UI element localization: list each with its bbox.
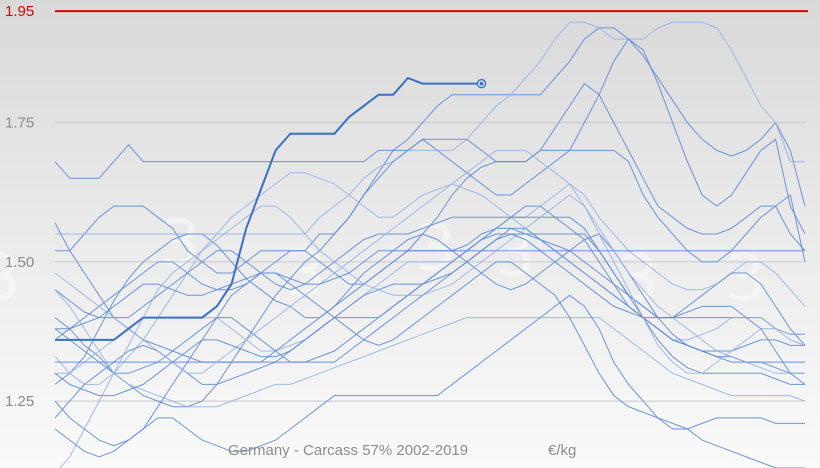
y-tick-labels: 1.25 1.50 1.75	[5, 115, 34, 411]
series-line-14	[59, 194, 805, 468]
series-line-15	[54, 294, 805, 452]
highlighted-series	[55, 76, 487, 341]
y-tick-label-2: 1.75	[5, 115, 34, 132]
series-line-16	[54, 261, 805, 468]
series-line-18	[54, 233, 806, 397]
chart-unit: €/kg	[548, 442, 576, 459]
y-tick-label-0: 1.25	[5, 393, 34, 410]
chart-title: Germany - Carcass 57% 2002-2019	[228, 442, 468, 459]
watermark-glyph-6: 3	[725, 242, 766, 316]
series-lines	[54, 21, 806, 468]
series-line-17	[54, 149, 805, 374]
series-line-5	[54, 172, 806, 385]
y-tick-label-1: 1.50	[5, 254, 34, 271]
watermark-glyph-3: 3	[415, 212, 456, 286]
watermark-glyph-5: 3	[618, 242, 659, 316]
last-point-marker	[479, 81, 484, 86]
series-line-12	[55, 227, 805, 363]
watermark-glyph-4: 3	[495, 217, 536, 291]
series-line-13	[54, 222, 805, 363]
series-line-6	[54, 216, 806, 346]
series-line-3	[54, 38, 806, 408]
series-line-2	[55, 21, 805, 235]
series-line-1	[55, 27, 806, 274]
reference-line-label: 1.95	[5, 3, 34, 20]
watermark-glyph-2: 3	[285, 237, 326, 311]
series-line-0	[54, 138, 806, 263]
series-line-19	[55, 250, 805, 330]
series-line-11	[54, 289, 806, 408]
watermark-glyph-0: 3	[0, 242, 21, 316]
highlighted-series-line	[55, 76, 482, 341]
reference-line-group: 1.95	[5, 3, 808, 20]
